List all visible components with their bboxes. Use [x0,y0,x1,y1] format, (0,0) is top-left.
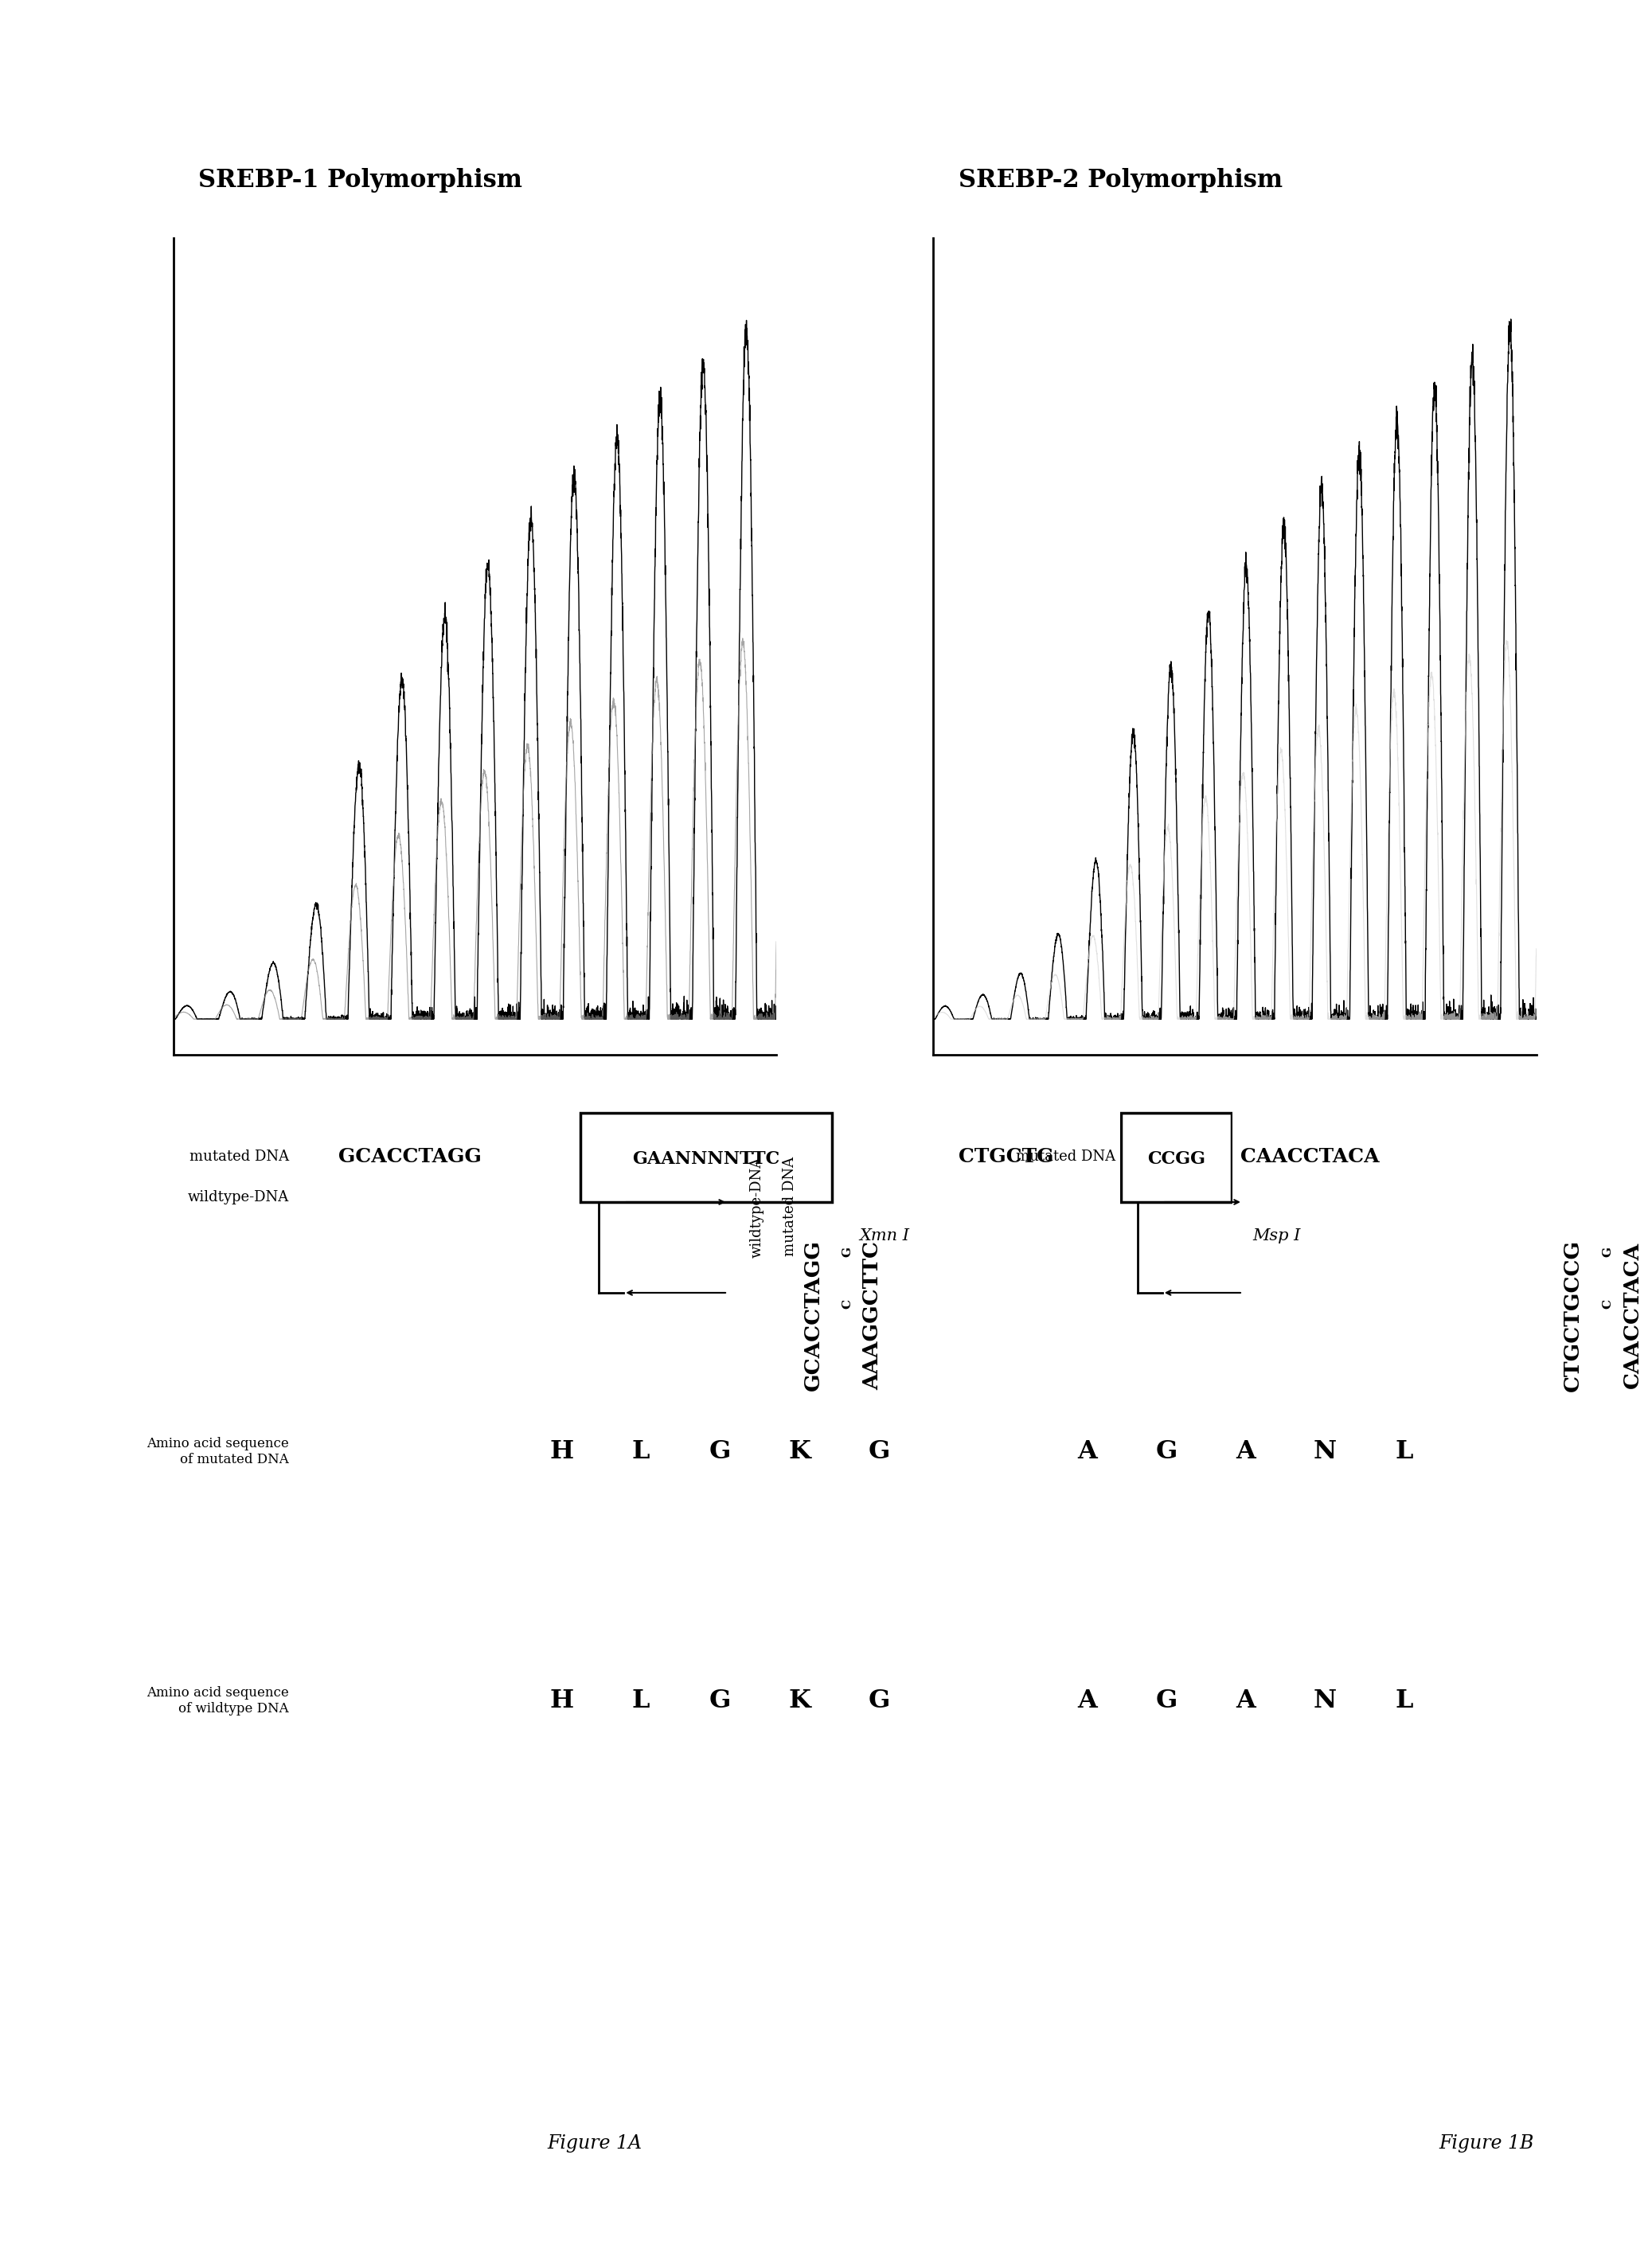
Text: CTGCTG: CTGCTG [958,1148,1054,1166]
Text: H: H [550,1440,573,1463]
Text: G: G [709,1690,732,1712]
Text: L: L [633,1690,649,1712]
Text: A: A [1077,1440,1097,1463]
Text: C: C [843,1300,852,1309]
Text: A: A [1236,1690,1256,1712]
Text: mutated DNA: mutated DNA [783,1157,796,1256]
Text: mutated DNA: mutated DNA [1016,1150,1115,1163]
Text: SREBP-1 Polymorphism: SREBP-1 Polymorphism [198,168,522,193]
Text: A: A [1077,1690,1097,1712]
Text: Figure 1A: Figure 1A [547,2134,643,2152]
Text: CTGCTGCCG: CTGCTGCCG [1563,1238,1583,1393]
Text: L: L [633,1440,649,1463]
Text: wildtype-DNA: wildtype-DNA [188,1191,289,1204]
Text: L: L [1396,1440,1412,1463]
Text: G: G [867,1690,890,1712]
Text: GCACCTAGG: GCACCTAGG [339,1148,482,1166]
Text: Xmn I: Xmn I [859,1229,909,1243]
Text: AAAGGCTTC: AAAGGCTTC [862,1241,882,1390]
Text: K: K [788,1690,811,1712]
Text: Amino acid sequence
of wildtype DNA: Amino acid sequence of wildtype DNA [147,1687,289,1715]
Text: Amino acid sequence
of mutated DNA: Amino acid sequence of mutated DNA [147,1438,289,1465]
Text: GCACCTAGG: GCACCTAGG [803,1241,823,1390]
Text: G: G [1155,1690,1178,1712]
Text: G: G [867,1440,890,1463]
Text: CAACCTACA: CAACCTACA [1241,1148,1379,1166]
Text: G: G [1155,1440,1178,1463]
Text: N: N [1313,1690,1336,1712]
Text: SREBP-2 Polymorphism: SREBP-2 Polymorphism [958,168,1282,193]
Text: A: A [1236,1440,1256,1463]
Text: G: G [843,1247,852,1256]
Text: G: G [709,1440,732,1463]
Text: CCGG: CCGG [1146,1150,1206,1168]
Text: Msp I: Msp I [1252,1229,1300,1243]
Text: K: K [788,1440,811,1463]
Text: CAACCTACA: CAACCTACA [1622,1243,1642,1388]
Text: GAANNNNTTC: GAANNNNTTC [633,1150,780,1168]
Text: H: H [550,1690,573,1712]
Text: wildtype-DNA: wildtype-DNA [750,1157,763,1259]
Text: N: N [1313,1440,1336,1463]
Text: mutated DNA: mutated DNA [190,1150,289,1163]
Text: C: C [1602,1300,1612,1309]
Text: G: G [1602,1247,1612,1256]
Text: Figure 1B: Figure 1B [1439,2134,1535,2152]
Text: L: L [1396,1690,1412,1712]
